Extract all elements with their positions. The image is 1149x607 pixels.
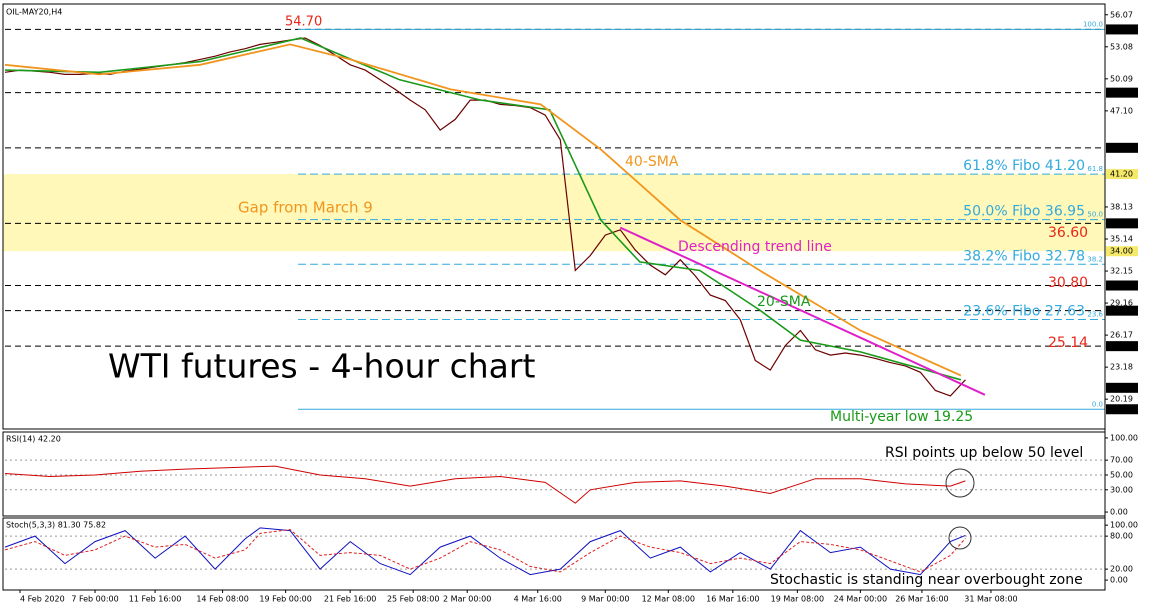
level-label: 54.70 (1110, 25, 1133, 34)
x-tick-label: 21 Feb 16:00 (324, 595, 376, 604)
y-tick-label: 26.17 (1110, 331, 1133, 340)
annotation: Gap from March 9 (238, 199, 373, 217)
y-tick-label: 100.00 (1110, 521, 1138, 530)
series-line (4, 527, 966, 576)
y-tick-label: 35.14 (1110, 235, 1133, 244)
x-tick-label: 4 Feb 2020 (20, 595, 65, 604)
plot-layer: 56.07 53.08 50.09 47.10 38.13 35.14 32.15 29.16… (3, 8, 1138, 604)
x-tick-label: 7 Feb 00:00 (71, 595, 118, 604)
panel-title: RSI(14) 42.20 (6, 435, 61, 444)
level-box (1106, 404, 1138, 415)
annotation: 36.60 (1048, 225, 1088, 241)
series-line (4, 528, 966, 573)
level-label: 30.80 (1110, 281, 1133, 290)
y-tick-label: 30.00 (1110, 485, 1133, 494)
annotation: 25.14 (1048, 335, 1088, 351)
chart-header: OIL-MAY20,H4 (6, 8, 62, 17)
panel-note: Stochastic is standing near overbought z… (770, 572, 1083, 588)
panel-title: Stoch(5,3,3) 81.30 75.82 (6, 521, 106, 530)
x-tick-label: 19 Mar 08:00 (771, 595, 824, 604)
annotation: 54.70 (285, 15, 322, 30)
series-line (619, 226, 986, 396)
y-tick-label: 0.00 (1110, 508, 1128, 517)
gap-zone (3, 174, 1105, 252)
y-tick-label: 47.10 (1110, 106, 1133, 115)
x-tick-label: 24 Mar 00:00 (834, 595, 887, 604)
fibo-ratio: 38.2 (1087, 255, 1103, 263)
highlight-circle (948, 526, 972, 550)
fibo-ratio: 0.0 (1092, 400, 1103, 408)
fibo-label: 61.8% Fibo 41.20 (963, 158, 1085, 174)
x-tick-label: 9 Mar 00:00 (581, 595, 629, 604)
y-tick-label: 23.18 (1110, 363, 1133, 372)
annotation: Multi-year low 19.25 (830, 409, 973, 425)
level-box (1106, 382, 1138, 393)
level-box (1106, 341, 1138, 352)
annotation: 40-SMA (625, 154, 679, 170)
level-box (1106, 305, 1138, 316)
stoch-frame (2, 517, 1106, 591)
level-box (1106, 246, 1138, 257)
main-frame (2, 3, 1106, 430)
x-tick-label: 11 Feb 16:00 (129, 595, 181, 604)
level-label: 43.65 (1110, 143, 1133, 152)
y-tick-label: 0.00 (1110, 576, 1128, 585)
y-tick-label: 50.00 (1110, 470, 1133, 479)
y-tick-label: 50.09 (1110, 74, 1133, 83)
y-tick-label: 20.19 (1110, 395, 1133, 404)
rsi-frame (2, 431, 1106, 517)
panel-note: RSI points up below 50 level (885, 445, 1083, 461)
y-tick-label: 70.00 (1110, 456, 1133, 465)
fibo-ratio: 61.8 (1087, 165, 1103, 173)
x-tick-label: 25 Feb 08:00 (387, 595, 439, 604)
y-tick-label: 32.15 (1110, 267, 1133, 276)
level-box (1106, 169, 1138, 180)
y-tick-label: 29.16 (1110, 299, 1133, 308)
x-tick-label: 14 Feb 08:00 (196, 595, 248, 604)
level-box (1106, 218, 1138, 229)
y-tick-label: 56.07 (1110, 10, 1133, 19)
level-label: 41.20 (1110, 170, 1133, 179)
level-box (1106, 87, 1138, 98)
fibo-label: 38.2% Fibo 32.78 (963, 248, 1085, 264)
level-label: 25.14 (1110, 342, 1133, 351)
highlight-circle (945, 468, 975, 498)
series-line (4, 43, 962, 377)
x-tick-label: 19 Feb 00:00 (259, 595, 311, 604)
level-box (1106, 142, 1138, 153)
level-label: 48.80 (1110, 88, 1133, 97)
annotation: Descending trend line (678, 239, 832, 255)
y-tick-label: 80.00 (1110, 532, 1133, 541)
annotation: 20-SMA (757, 294, 811, 310)
fibo-label: 50.0% Fibo 36.95 (963, 204, 1085, 220)
fibo-label: 23.6% Fibo 27.63 (963, 303, 1085, 319)
level-box (1106, 24, 1138, 35)
x-tick-label: 4 Mar 16:00 (514, 595, 562, 604)
y-tick-label: 100.00 (1110, 433, 1138, 442)
level-box (1106, 280, 1138, 291)
fibo-ratio: 50.0 (1087, 211, 1103, 219)
y-tick-label: 53.08 (1110, 42, 1133, 51)
y-tick-label: 38.13 (1110, 202, 1133, 211)
x-tick-label: 16 Mar 16:00 (706, 595, 759, 604)
level-label: 36.60 (1110, 219, 1133, 228)
series-line (4, 37, 962, 381)
fibo-ratio: 23.6 (1087, 310, 1103, 318)
x-tick-label: 2 Mar 00:00 (443, 595, 491, 604)
level-label: 21.25 (1110, 383, 1133, 392)
y-tick-label: 20.00 (1110, 565, 1133, 574)
annotation: 30.80 (1048, 275, 1088, 291)
fibo-ratio: 100.0 (1083, 20, 1103, 28)
chart-title: WTI futures - 4-hour chart (108, 347, 535, 386)
level-label: 19.25 (1110, 405, 1133, 414)
level-label: 34.00 (1110, 247, 1133, 256)
x-tick-label: 12 Mar 08:00 (642, 595, 695, 604)
series-line (4, 465, 966, 504)
x-tick-label: 31 Mar 08:00 (964, 595, 1017, 604)
x-tick-label: 26 Mar 16:00 (895, 595, 948, 604)
level-label: 28.45 (1110, 306, 1133, 315)
